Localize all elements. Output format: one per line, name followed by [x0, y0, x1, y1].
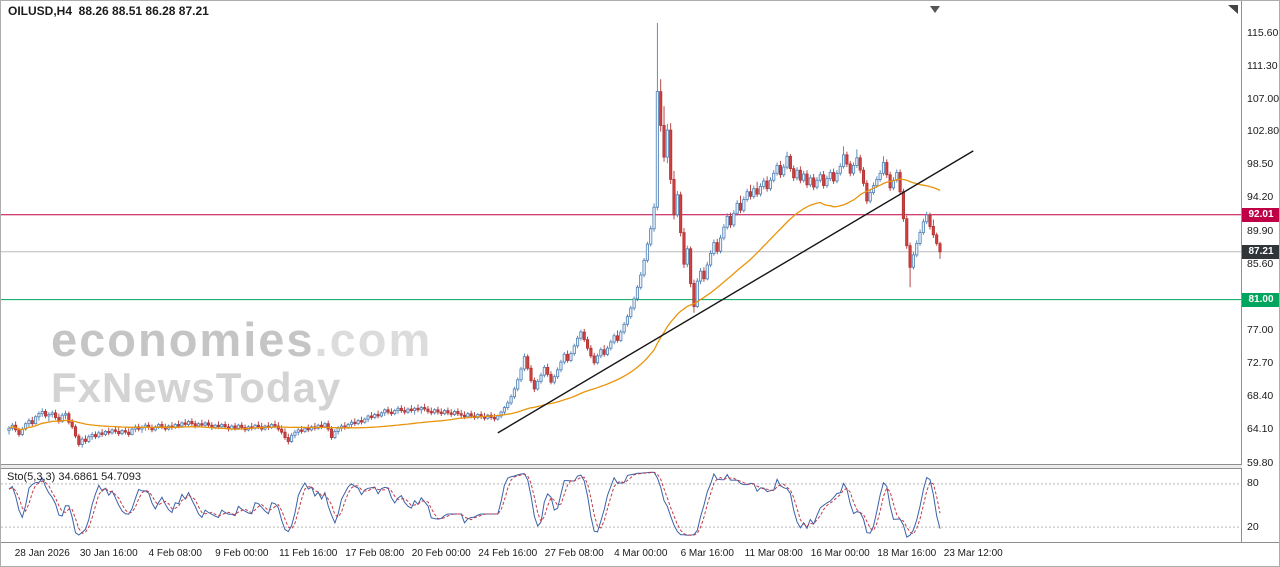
time-axis-label: 6 Mar 16:00: [680, 548, 734, 559]
price-badge-support: 81.00: [1242, 292, 1279, 307]
time-axis[interactable]: 28 Jan 2026 30 Jan 16:00 4 Feb 08:00 9 Feb …: [1, 543, 1279, 566]
time-axis-label: 11 Feb 16:00: [279, 548, 338, 559]
price-axis-label: 102.80: [1247, 125, 1280, 138]
price-badge-current: 87.21: [1242, 244, 1279, 259]
time-axis-label: 20 Feb 00:00: [411, 548, 471, 559]
time-axis-label: 4 Mar 00:00: [614, 548, 668, 559]
price-axis[interactable]: 92.01 87.21 81.00 115.60 111.30 107.00 102.…: [1242, 1, 1280, 542]
watermark-brand-line: economies.com: [51, 315, 432, 364]
price-axis-separator: [1241, 1, 1242, 542]
time-axis-label: 9 Feb 00:00: [215, 548, 269, 559]
price-axis-label: 59.80: [1247, 456, 1274, 469]
price-axis-label: 64.10: [1247, 423, 1274, 436]
time-axis-label: 23 Mar 12:00: [943, 548, 1003, 559]
price-badge-resistance: 92.01: [1242, 207, 1279, 222]
time-axis-label: 30 Jan 16:00: [79, 548, 138, 559]
time-axis-label: 4 Feb 08:00: [148, 548, 202, 559]
main-price-chart[interactable]: [1, 1, 1241, 465]
watermark-subtitle: FxNewsToday: [51, 364, 342, 412]
time-axis-label: 18 Mar 16:00: [877, 548, 937, 559]
price-axis-label: 72.70: [1247, 357, 1274, 370]
price-axis-label: 111.30: [1247, 59, 1278, 72]
axis-corner-marker-icon: [1228, 5, 1238, 14]
time-axis-label: 27 Feb 08:00: [544, 548, 604, 559]
moving-average-line[interactable]: [8, 178, 941, 431]
price-axis-label: 94.20: [1247, 191, 1274, 204]
time-axis-label: 17 Feb 08:00: [345, 548, 405, 559]
stochastic-panel[interactable]: [1, 469, 1241, 542]
time-axis-separator: [1, 542, 1279, 543]
watermark-brand: economies: [51, 313, 315, 366]
price-axis-label: 107.00: [1247, 92, 1280, 105]
price-axis-label: 98.50: [1247, 158, 1274, 171]
stoch-axis-label: 80: [1247, 477, 1259, 490]
chart-shift-marker-icon[interactable]: [930, 6, 940, 13]
candles-layer: [7, 23, 942, 448]
watermark-brand-suffix: .com: [314, 313, 433, 366]
price-axis-label: 85.60: [1247, 257, 1274, 270]
time-axis-label: 16 Mar 00:00: [810, 548, 870, 559]
panel-divider[interactable]: [1, 464, 1279, 469]
stoch-axis-label: 20: [1247, 520, 1259, 533]
time-axis-label: 24 Feb 16:00: [478, 548, 538, 559]
price-axis-label: 89.90: [1247, 224, 1274, 237]
symbol-ohlc-readout: OILUSD,H4 88.26 88.51 86.28 87.21: [8, 4, 209, 18]
indicator-label: Sto(5,3,3) 34.6861 54.7093: [7, 471, 141, 483]
price-axis-label: 115.60: [1247, 26, 1279, 39]
trendline[interactable]: [497, 150, 974, 434]
stoch-d-line: [8, 471, 941, 536]
time-axis-label: 11 Mar 08:00: [744, 548, 803, 559]
time-axis-label: 28 Jan 2026: [14, 548, 70, 559]
price-axis-label: 77.00: [1247, 323, 1274, 336]
watermark: economies.com FxNewsToday: [51, 315, 432, 410]
price-axis-label: 68.40: [1247, 390, 1274, 403]
